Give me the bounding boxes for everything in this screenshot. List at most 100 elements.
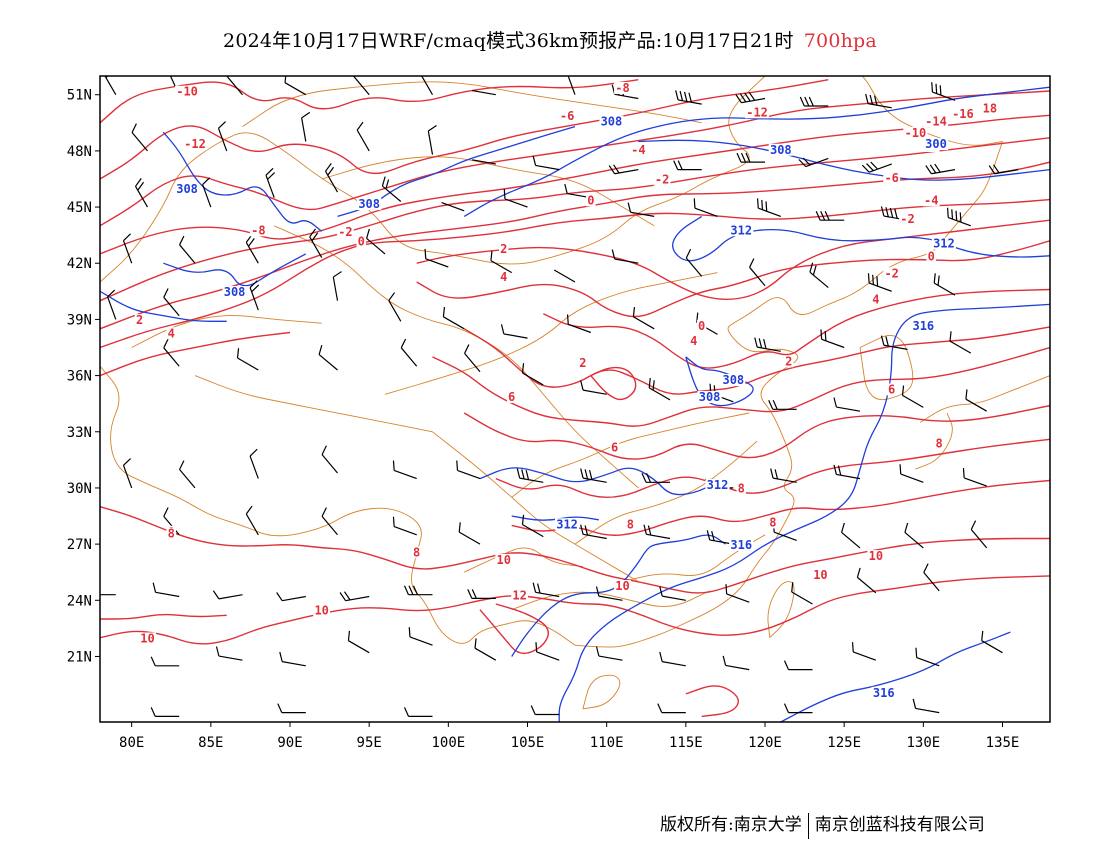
isotherm-label: -4	[631, 143, 645, 157]
wind-barb	[403, 707, 433, 718]
wind-barb	[566, 76, 576, 95]
wind-barb	[595, 646, 623, 661]
wind-barb	[949, 331, 972, 354]
wind-barb	[215, 646, 243, 661]
wind-barb	[353, 76, 370, 96]
wind-barb	[768, 400, 797, 410]
geopotential-label: 300	[925, 137, 947, 151]
contour-label-bg	[313, 604, 331, 617]
contour-label-bg	[736, 482, 746, 495]
wind-barb	[321, 445, 338, 474]
wind-barb	[946, 207, 972, 227]
lat-tick-label: 42N	[67, 256, 92, 272]
contour-label-bg	[222, 286, 247, 299]
wind-barb	[736, 152, 765, 163]
contour-label-bg	[249, 224, 267, 237]
wind-barb	[580, 468, 607, 483]
wind-barb	[799, 96, 829, 107]
wind-barb	[388, 292, 402, 322]
contour-label-bg	[599, 115, 624, 128]
wind-barb	[467, 589, 496, 600]
wind-barb	[403, 585, 433, 596]
contour-label-bg	[134, 314, 145, 327]
wind-barb	[611, 249, 639, 264]
wind-barb	[332, 271, 342, 301]
geopotential-contour-layer	[100, 86, 1050, 722]
wind-barb	[632, 306, 655, 330]
geopotential-label: 312	[556, 517, 578, 531]
geopotential-label: 316	[912, 319, 934, 333]
wind-barb	[490, 250, 513, 274]
boundary-line	[384, 272, 718, 395]
wind-barb	[179, 460, 196, 489]
isotherm-label: 2	[785, 354, 792, 368]
lat-tick-label: 45N	[67, 200, 92, 216]
wind-barb-layer	[100, 76, 1019, 718]
wind-barb	[408, 627, 433, 646]
wind-barb	[970, 520, 988, 549]
wind-barb	[851, 642, 877, 661]
isotherm-label: 4	[168, 326, 175, 340]
contour-label-bg	[356, 235, 366, 248]
wind-barb	[347, 630, 370, 654]
wind-barb	[749, 258, 766, 287]
title-level: 700hpa	[803, 30, 877, 52]
wind-barb	[912, 698, 940, 714]
contour-label-bg	[883, 171, 901, 184]
geopotential-label: 308	[699, 390, 721, 404]
contour-label-bg	[871, 686, 896, 699]
geopotential-label: 308	[601, 115, 623, 129]
wind-barb	[309, 228, 323, 258]
isotherm-line	[100, 137, 1050, 302]
isotherm-line	[463, 326, 1050, 395]
wind-barb	[356, 121, 370, 152]
contour-label-bg	[784, 355, 794, 368]
wind-barb	[500, 324, 528, 339]
contour-label-bg	[578, 357, 588, 370]
contour-label-bg	[697, 390, 722, 403]
isotherm-label: 4	[690, 334, 697, 348]
isotherm-label: 0	[928, 250, 935, 264]
isotherm-label: 10	[813, 568, 827, 582]
wind-barb	[521, 514, 544, 538]
isotherm-label: 6	[508, 390, 515, 404]
isotherm-line	[100, 114, 1050, 255]
wind-barb	[107, 289, 117, 320]
lon-tick-label: 90E	[277, 735, 302, 751]
geopotential-contour-line	[337, 125, 576, 218]
isotherm-label: 8	[936, 437, 943, 451]
isotherm-line	[100, 331, 291, 377]
lon-tick-label: 135E	[986, 735, 1020, 751]
isotherm-label: -4	[924, 193, 938, 207]
lat-tick-label: 21N	[67, 649, 92, 665]
lat-tick-label: 27N	[67, 537, 92, 553]
wind-barb	[641, 473, 670, 483]
wind-barb	[321, 507, 338, 536]
contour-label-bg	[729, 224, 754, 237]
lat-tick-label: 30N	[67, 481, 92, 497]
boundary-line	[765, 76, 1003, 146]
lon-tick-label: 125E	[827, 735, 861, 751]
contour-label-bg	[931, 237, 957, 250]
wind-barb	[265, 167, 276, 198]
wind-barb	[915, 647, 940, 667]
lat-tick-label: 36N	[67, 369, 92, 385]
wind-barb	[202, 177, 212, 208]
wind-barb	[535, 642, 560, 661]
wind-barb	[217, 121, 228, 152]
boundary-line	[511, 412, 750, 498]
isotherm-label: 10	[869, 549, 883, 563]
wind-barb	[933, 273, 956, 296]
wind-barb	[226, 76, 243, 96]
wind-barb	[673, 160, 702, 171]
wind-barb	[521, 363, 544, 386]
boundary-line	[321, 156, 655, 227]
isotherm-label: 12	[512, 588, 526, 602]
boundary-line	[582, 674, 621, 710]
wind-barb	[962, 468, 987, 487]
boundary-line	[274, 225, 639, 489]
wind-barb	[901, 385, 924, 408]
isotherm-label: -12	[184, 137, 206, 151]
contour-label-bg	[721, 374, 746, 387]
wind-barb	[580, 524, 607, 540]
